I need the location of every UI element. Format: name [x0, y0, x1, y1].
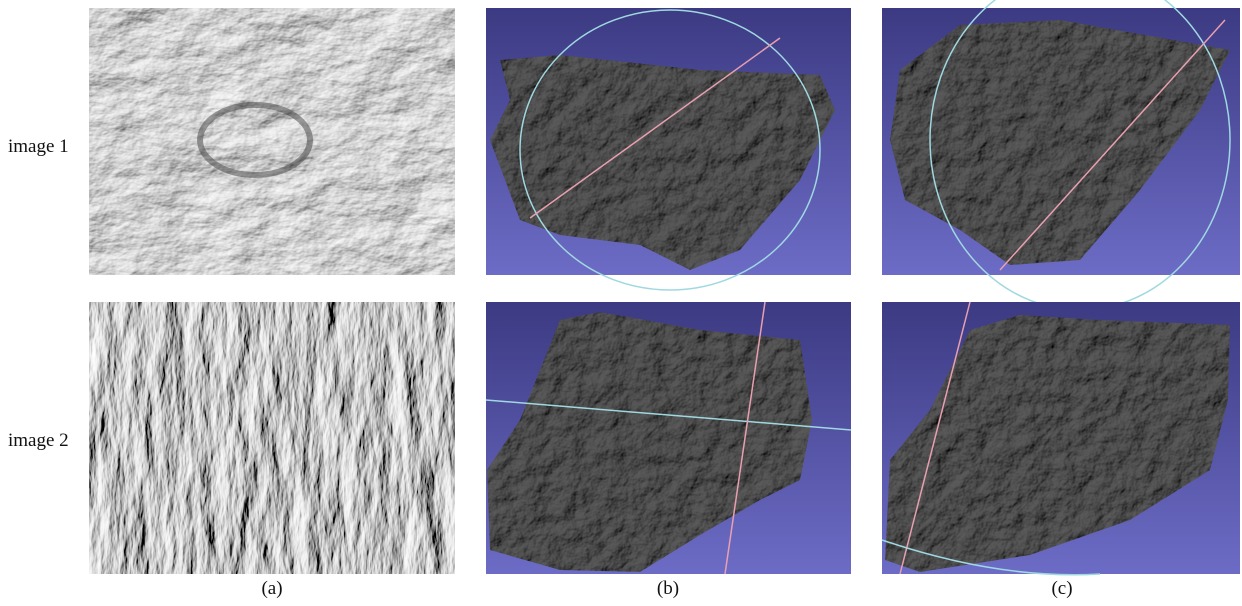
- column-label: (c): [1051, 578, 1072, 599]
- figure: image 1 image 2 (a) (b) (c): [0, 0, 1242, 601]
- row-label: image 2: [8, 430, 69, 451]
- page: image 1 image 2 (a) (b) (c) (() => { con…: [0, 0, 1242, 601]
- column-label: (a): [261, 578, 282, 599]
- terrain-image: [89, 302, 455, 574]
- column-label: (b): [657, 578, 679, 599]
- terrain-image: [89, 8, 455, 275]
- row-label: image 1: [8, 136, 69, 157]
